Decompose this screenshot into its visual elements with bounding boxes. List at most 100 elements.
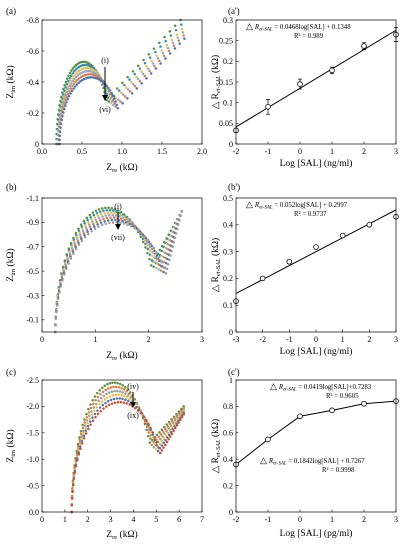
impedance-point [112, 216, 116, 219]
impedance-point [88, 225, 92, 229]
impedance-point [73, 471, 77, 474]
impedance-point [159, 433, 163, 436]
impedance-point [148, 249, 152, 252]
impedance-point [111, 213, 114, 217]
panel-b-xlabel: Zre (kΩ) [106, 350, 137, 362]
impedance-point [114, 385, 118, 389]
impedance-point [100, 79, 103, 83]
impedance-point [166, 257, 169, 261]
impedance-point [76, 78, 79, 82]
impedance-point [165, 429, 168, 433]
impedance-point [83, 70, 87, 73]
impedance-point [55, 304, 59, 307]
panel-c-arrow-end-label: (ix) [127, 411, 139, 420]
impedance-point [85, 228, 89, 231]
impedance-point [77, 241, 80, 245]
impedance-point [91, 220, 94, 224]
impedance-point [107, 403, 111, 407]
impedance-point [72, 74, 76, 78]
impedance-point [151, 251, 154, 254]
x-tick-label: 0.0 [37, 147, 47, 156]
impedance-point [81, 78, 84, 82]
impedance-point [77, 227, 80, 230]
impedance-point [130, 92, 134, 95]
y-tick-label: 0.05 [219, 119, 233, 128]
fit-line-segment [299, 409, 333, 417]
impedance-point [104, 401, 107, 405]
x-tick-label: 1 [93, 335, 97, 344]
impedance-point [71, 72, 74, 75]
impedance-point [122, 394, 126, 398]
impedance-point [58, 134, 62, 138]
impedance-point [84, 429, 88, 433]
x-tick-label: 3 [394, 147, 398, 156]
y-tick-label: -0.7 [26, 243, 39, 252]
fit-line-segment [235, 439, 269, 465]
impedance-point [61, 279, 64, 282]
impedance-point [95, 220, 98, 224]
impedance-point [58, 130, 62, 134]
impedance-point [126, 394, 130, 397]
impedance-point [123, 83, 126, 87]
impedance-point [77, 449, 80, 452]
impedance-point [89, 423, 92, 426]
impedance-point [75, 83, 79, 86]
impedance-point [151, 436, 154, 439]
impedance-point [77, 451, 80, 454]
impedance-point [84, 432, 88, 435]
impedance-point [147, 431, 150, 434]
impedance-point [58, 138, 61, 142]
impedance-point [165, 423, 168, 426]
impedance-point [109, 386, 113, 389]
impedance-point [173, 236, 177, 240]
impedance-point [70, 69, 73, 72]
y-tick-label: 0.4 [223, 221, 233, 230]
impedance-point [122, 93, 125, 96]
impedance-point [162, 255, 165, 259]
x-tick-label: 0 [298, 515, 302, 524]
impedance-point [68, 84, 72, 88]
impedance-point [121, 81, 124, 85]
impedance-point [104, 222, 108, 226]
y-tick-label: -0.3 [26, 291, 39, 300]
panel-c-prime: (c') -2 -1 0 1 2 3 0 0.2 0.4 0.6 0.8 1 △ Ret-SAL = 0… [210, 367, 399, 539]
x-tick-label: 1 [330, 147, 334, 156]
impedance-point [146, 67, 150, 70]
impedance-point [98, 406, 102, 409]
impedance-point [88, 414, 91, 418]
impedance-point [110, 402, 114, 405]
impedance-point [151, 62, 155, 65]
panel-c: (c) 0 1 2 3 4 5 6 7 0.0 -0.5 -1.0 -1.5 -2.0 -2.5 Zre … [5, 367, 204, 541]
impedance-point [148, 69, 151, 73]
impedance-point [88, 417, 91, 420]
panel-a-arrow-start-label: (i) [101, 56, 109, 65]
impedance-point [154, 50, 157, 54]
impedance-point [103, 398, 106, 401]
impedance-point [160, 261, 163, 264]
x-tick-label: 3 [394, 515, 398, 524]
impedance-point [105, 84, 109, 88]
impedance-point [161, 435, 164, 438]
impedance-point [158, 41, 161, 45]
impedance-point [125, 390, 128, 393]
impedance-point [126, 399, 130, 403]
impedance-point [63, 97, 66, 100]
impedance-point [124, 95, 127, 98]
impedance-point [65, 101, 68, 104]
impedance-point [83, 233, 86, 237]
impedance-point [133, 85, 137, 88]
impedance-point [180, 28, 184, 31]
impedance-point [91, 399, 94, 402]
impedance-point [154, 67, 158, 70]
panel-b-prime-label: (b') [228, 182, 240, 192]
impedance-point [169, 34, 173, 37]
impedance-point [138, 67, 142, 70]
impedance-point [162, 270, 165, 274]
data-point [361, 400, 367, 407]
impedance-point [118, 390, 122, 393]
impedance-point [153, 64, 156, 68]
impedance-point [90, 410, 93, 413]
impedance-point [85, 216, 89, 220]
impedance-point [119, 217, 123, 220]
